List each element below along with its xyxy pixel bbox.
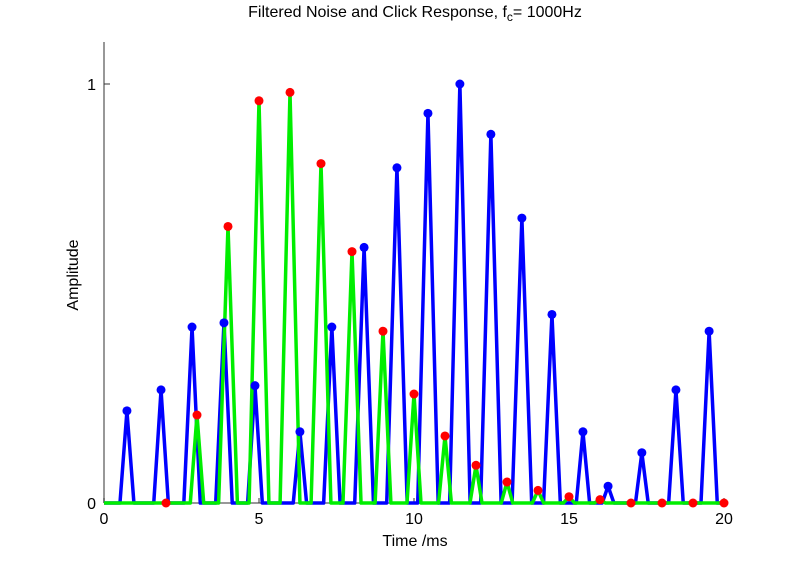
noise-line — [104, 82, 724, 505]
noise-peak-marker — [122, 406, 132, 416]
x-tick-label: 5 — [255, 511, 264, 528]
y-tick-label: 0 — [87, 496, 96, 513]
y-tick-label: 1 — [87, 77, 96, 94]
chart-title: Filtered Noise and Click Response, fc= 1… — [0, 4, 800, 24]
noise-peak-marker — [187, 322, 197, 332]
noise-peak-marker — [547, 309, 557, 319]
noise-peak-marker — [517, 213, 527, 223]
noise-peak-marker — [295, 427, 305, 437]
x-tick-label: 20 — [715, 511, 733, 528]
noise-peak-marker — [219, 318, 229, 328]
noise-peak-marker — [156, 385, 166, 395]
noise-peak-marker — [578, 427, 588, 437]
x-tick-label: 10 — [405, 511, 423, 528]
click-peak-marker — [409, 389, 419, 399]
click-peak-marker — [254, 96, 264, 106]
noise-peak-marker — [455, 79, 465, 89]
noise-peak-marker — [637, 448, 647, 458]
click-peak-marker — [533, 485, 543, 495]
click-peak-marker — [626, 498, 636, 508]
click-peak-marker — [657, 498, 667, 508]
click-peak-marker — [223, 221, 233, 231]
x-tick-label: 15 — [560, 511, 578, 528]
noise-peak-marker — [603, 481, 613, 491]
y-axis-label: Amplitude — [65, 239, 82, 311]
click-peak-marker — [595, 495, 605, 505]
click-peak-marker — [192, 410, 202, 420]
click-peak-marker — [471, 460, 481, 470]
click-peak-marker — [347, 247, 357, 257]
click-peak-marker — [719, 498, 729, 508]
x-tick-label: 0 — [100, 511, 109, 528]
x-axis-label: Time /ms — [382, 533, 448, 550]
click-peak-marker — [378, 326, 388, 336]
noise-peak-marker — [423, 108, 433, 118]
chart-title-suffix: = 1000Hz — [512, 4, 582, 21]
chart-title-subscript: c — [506, 10, 513, 25]
noise-peak-marker — [359, 242, 369, 252]
click-peak-marker — [502, 477, 512, 487]
click-line — [104, 90, 724, 505]
noise-peak-marker — [704, 326, 714, 336]
click-peak-marker — [161, 498, 171, 508]
click-peak-marker — [285, 87, 295, 97]
click-peak-marker — [316, 159, 326, 169]
chart-title-text: Filtered Noise and Click Response, f — [248, 4, 507, 21]
noise-peak-marker — [327, 322, 337, 332]
noise-peak-marker — [671, 385, 681, 395]
click-peak-marker — [440, 431, 450, 441]
noise-peak-marker — [250, 381, 260, 391]
noise-peak-marker — [486, 129, 496, 139]
click-peak-marker — [688, 498, 698, 508]
noise-peak-marker — [392, 163, 402, 173]
click-peak-marker — [564, 492, 574, 502]
